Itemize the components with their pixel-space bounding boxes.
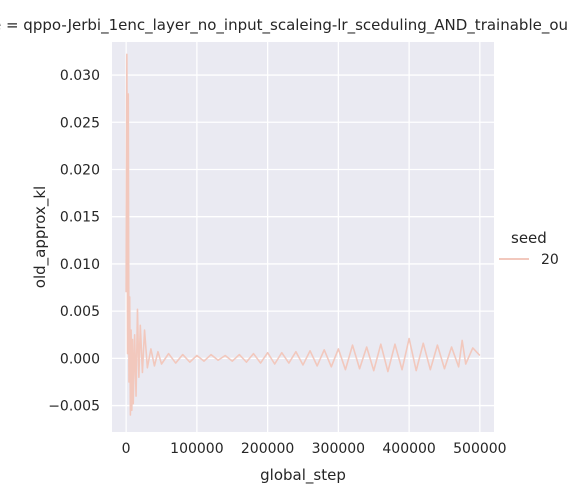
y-axis-label: old_approx_kl <box>31 186 50 288</box>
y-tick-label: 0.020 <box>60 162 100 178</box>
legend-entry-20: 20 <box>541 252 559 268</box>
chart-title: e = qppo-Jerbi_1enc_layer_no_input_scale… <box>0 16 568 35</box>
x-tick-label: 500000 <box>453 441 506 457</box>
x-tick-label: 100000 <box>170 441 223 457</box>
x-tick-label: 200000 <box>241 441 294 457</box>
y-tick-label: 0.030 <box>60 68 100 84</box>
x-tick-label: 400000 <box>382 441 435 457</box>
y-tick-label: 0.010 <box>60 257 100 273</box>
y-tick-label: 0.000 <box>60 351 100 367</box>
plot-area <box>112 42 494 432</box>
y-tick-label: 0.015 <box>60 210 100 226</box>
x-tick-label: 300000 <box>312 441 365 457</box>
y-tick-label: 0.005 <box>60 304 100 320</box>
y-tick-label: 0.025 <box>60 115 100 131</box>
legend: seed 20 <box>499 229 559 268</box>
series-line-20 <box>125 53 481 416</box>
y-tick-label: −0.005 <box>48 399 100 415</box>
x-axis-label: global_step <box>260 466 346 485</box>
legend-title: seed <box>511 229 547 247</box>
x-tick-label: 0 <box>122 441 131 457</box>
